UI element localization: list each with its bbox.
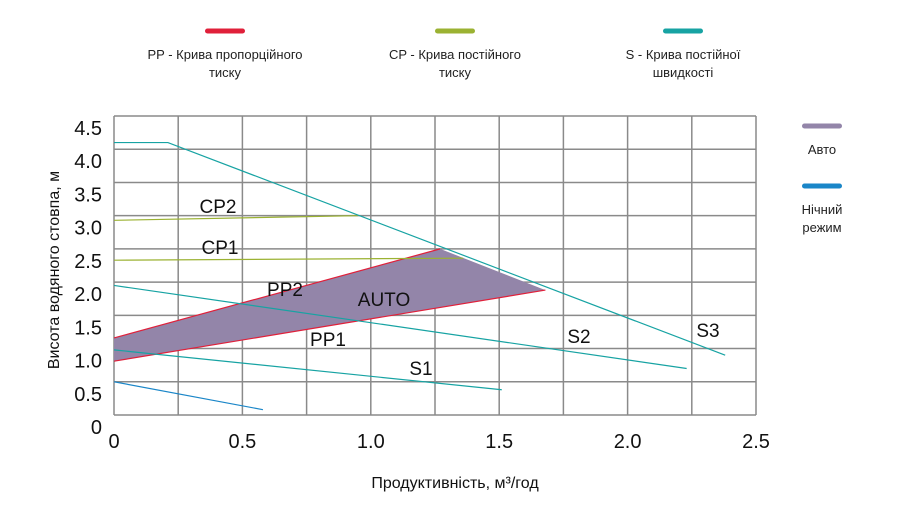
x-tick-label: 2.5 — [742, 431, 770, 453]
x-axis-title: Продуктивність, м³/год — [371, 475, 539, 492]
legend-swatch-cp — [435, 28, 475, 34]
series-line-cp1 — [113, 257, 464, 261]
y-tick-label: 3.0 — [74, 218, 102, 240]
y-tick-label: 4.0 — [74, 151, 102, 173]
curve-label-cp1: CP1 — [202, 238, 239, 259]
y-tick-label: 1.5 — [74, 317, 102, 339]
auto-area — [114, 248, 546, 362]
curve-label-pp2: PP2 — [267, 280, 303, 301]
y-tick-label: 2.5 — [74, 251, 102, 273]
legend-label-cp-line2: тиску — [439, 65, 472, 80]
y-tick-label: 4.5 — [74, 118, 102, 140]
legend-swatch-s — [663, 28, 703, 34]
legend-swatch-auto — [802, 123, 842, 129]
curve-label-auto: AUTO — [358, 290, 410, 311]
legend-label-night: Нічний — [802, 202, 843, 217]
legend-label-night-line2: режим — [802, 220, 841, 235]
curve-label-cp2: CP2 — [200, 197, 237, 218]
x-tick-label: 2.0 — [614, 431, 642, 453]
y-tick-label: 0 — [91, 417, 102, 439]
curve-label-pp1: PP1 — [310, 330, 346, 351]
auto-area-layer — [114, 248, 546, 362]
legend-swatch-night — [802, 183, 842, 189]
tick-labels: 0 0.5 1.0 1.5 2.0 2.5 0 0.5 1.0 1.5 2.0 2.5 3.0 3.5 4.… — [74, 118, 770, 453]
curve-label-s1: S1 — [409, 359, 432, 380]
x-tick-label: 1.5 — [485, 431, 513, 453]
legend-label-cp: CP - Крива постійного — [389, 47, 521, 62]
curve-label-s2: S2 — [567, 327, 590, 348]
legend-label-pp-line2: тиску — [209, 65, 242, 80]
series-line-s1 — [113, 349, 502, 391]
series-line-pp2 — [113, 248, 441, 339]
legend-swatch-pp — [205, 28, 245, 34]
series-line-s3 — [114, 141, 726, 356]
series-layer — [113, 141, 726, 411]
series-line-pp1 — [113, 289, 546, 362]
x-tick-label: 0.5 — [228, 431, 256, 453]
annotations: CP2 CP1 PP2 AUTO PP1 S1 S2 S3 — [200, 197, 720, 380]
series-line-night — [113, 381, 264, 411]
x-tick-label: 1.0 — [357, 431, 385, 453]
y-tick-label: 2.0 — [74, 284, 102, 306]
y-tick-label: 3.5 — [74, 184, 102, 206]
series-line-cp2 — [113, 215, 358, 221]
legend-label-pp: PP - Крива пропорційного — [147, 47, 302, 62]
y-tick-label: 1.0 — [74, 351, 102, 373]
curve-label-s3: S3 — [696, 321, 719, 342]
x-tick-label: 0 — [108, 431, 119, 453]
series-line-s2 — [113, 284, 687, 370]
legend-label-s: S - Крива постійної — [626, 47, 741, 62]
y-axis-title: Висота водяного стовпа, м — [46, 171, 63, 369]
legend-label-s-line2: швидкості — [653, 65, 714, 80]
y-tick-label: 0.5 — [74, 384, 102, 406]
legend-label-auto: Авто — [808, 142, 836, 157]
legend: PP - Крива пропорційного тиску CP - Крива … — [147, 28, 843, 235]
